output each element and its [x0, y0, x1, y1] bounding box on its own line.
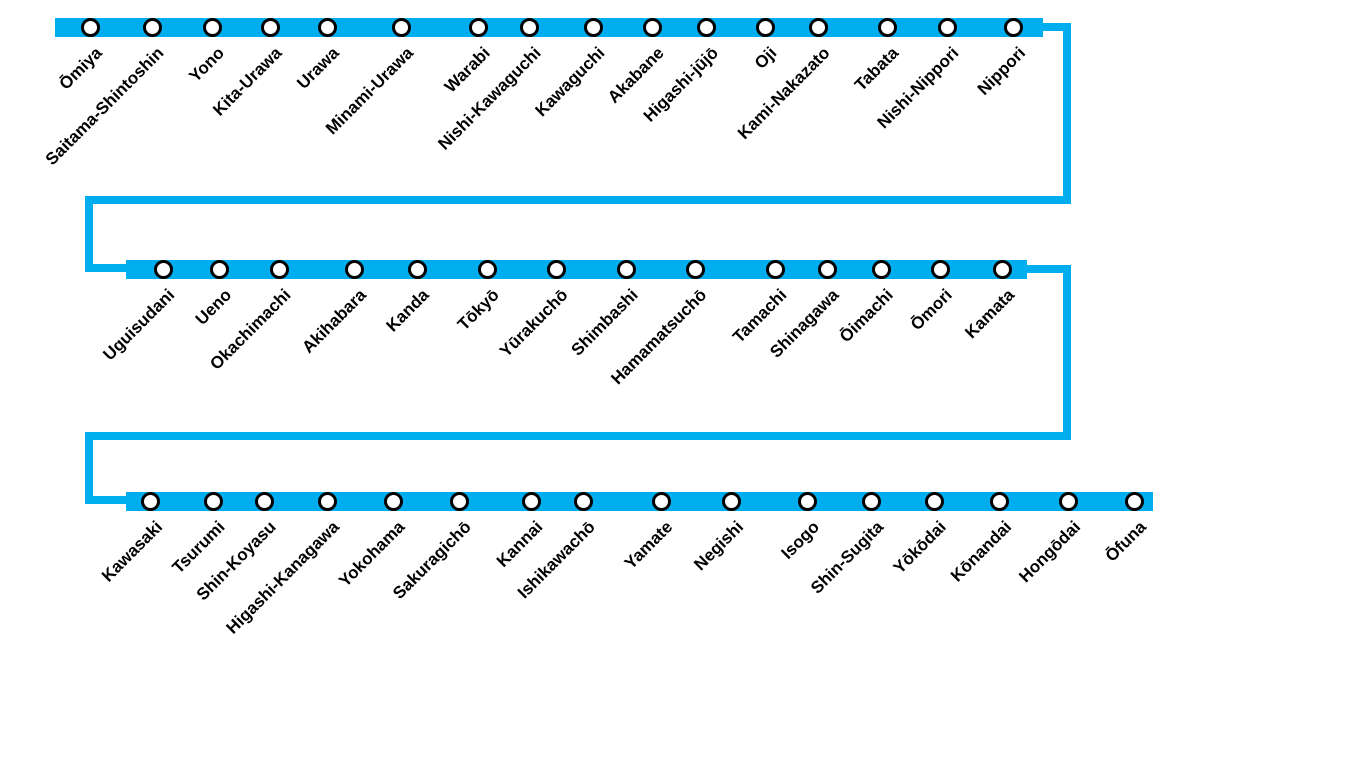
station-dot-tamachi [765, 259, 785, 279]
station-dot-kami-nakazato [808, 17, 828, 37]
station-dot-kannai [521, 491, 541, 511]
connector-1-segment-3 [85, 196, 1071, 204]
connector-1-segment-2 [1063, 23, 1071, 204]
connector-2-segment-1 [1021, 265, 1071, 273]
station-label-hongodai: Hongōdai [1014, 517, 1084, 587]
station-dot-tabata [877, 17, 897, 37]
station-dot-shinagawa [817, 259, 837, 279]
station-label-yono: Yono [185, 43, 228, 86]
station-label-yokohama: Yokohama [335, 517, 409, 591]
line-bar-row-1 [55, 18, 1043, 37]
station-label-negishi: Negishi [689, 517, 747, 575]
station-dot-nishi-nippori [937, 17, 957, 37]
station-dot-shimbashi [616, 259, 636, 279]
station-dot-shin-sugita [861, 491, 881, 511]
station-dot-ishikawacho [573, 491, 593, 511]
station-dot-warabi [468, 17, 488, 37]
station-label-ofuna: Ōfuna [1101, 517, 1150, 566]
station-dot-higashi-kanagawa [317, 491, 337, 511]
connector-2-segment-4 [85, 432, 93, 504]
station-label-tabata: Tabata [851, 43, 903, 95]
station-dot-isogo [797, 491, 817, 511]
station-dot-omori [930, 259, 950, 279]
station-label-yurakucho: Yūrakuchō [496, 285, 572, 361]
station-label-omori: Ōmori [906, 285, 956, 335]
station-dot-uguisudani [153, 259, 173, 279]
line-bar-row-3 [126, 492, 1153, 511]
station-dot-urawa [317, 17, 337, 37]
station-label-omiya: Ōmiya [55, 43, 106, 94]
station-label-kawasaki: Kawasaki [97, 517, 166, 586]
station-dot-saitama-shintoshin [142, 17, 162, 37]
station-label-yokodai: Yōkōdai [889, 517, 950, 578]
station-dot-tsurumi [203, 491, 223, 511]
station-dot-oji [755, 17, 775, 37]
station-dot-omiya [80, 17, 100, 37]
station-dot-sakuragicho [449, 491, 469, 511]
station-dot-okachimachi [269, 259, 289, 279]
station-label-oji: Oji [751, 43, 781, 73]
station-dot-minami-urawa [391, 17, 411, 37]
station-dot-kanda [407, 259, 427, 279]
station-dot-hongodai [1058, 491, 1078, 511]
station-dot-akabane [642, 17, 662, 37]
station-dot-yamate [651, 491, 671, 511]
station-dot-yono [202, 17, 222, 37]
station-label-kanda: Kanda [382, 285, 433, 336]
station-label-urawa: Urawa [293, 43, 343, 93]
station-dot-higashi-jujo [696, 17, 716, 37]
station-dot-yurakucho [546, 259, 566, 279]
station-label-higashi-kanagawa: Higashi-Kanagawa [222, 517, 343, 638]
station-dot-nishi-kawaguchi [519, 17, 539, 37]
station-label-uguisudani: Uguisudani [99, 285, 179, 365]
station-dot-kamata [992, 259, 1012, 279]
station-dot-tokyo [477, 259, 497, 279]
station-dot-ofuna [1124, 491, 1144, 511]
connector-2-segment-5 [85, 496, 134, 504]
station-label-nippori: Nippori [973, 43, 1029, 99]
station-label-oimachi: Ōimachi [835, 285, 897, 347]
station-label-tokyo: Tōkyō [453, 285, 503, 335]
station-label-yamate: Yamate [621, 517, 677, 573]
connector-1-segment-4 [85, 196, 93, 272]
station-label-kamata: Kamata [960, 285, 1018, 343]
line-bar-row-2 [126, 260, 1027, 279]
station-dot-hamamatsucho [685, 259, 705, 279]
station-dot-nippori [1003, 17, 1023, 37]
station-label-isogo: Isogo [777, 517, 823, 563]
station-dot-negishi [721, 491, 741, 511]
station-dot-akihabara [344, 259, 364, 279]
station-dot-shin-koyasu [254, 491, 274, 511]
station-dot-yokodai [924, 491, 944, 511]
station-dot-konandai [989, 491, 1009, 511]
station-label-saitama-shintoshin: Saitama-Shintoshin [42, 43, 168, 169]
station-dot-kawaguchi [583, 17, 603, 37]
station-dot-ueno [209, 259, 229, 279]
station-label-konandai: Kōnandai [946, 517, 1015, 586]
station-label-kannai: Kannai [493, 517, 547, 571]
station-dot-oimachi [871, 259, 891, 279]
station-dot-kawasaki [140, 491, 160, 511]
connector-2-segment-2 [1063, 265, 1071, 440]
station-label-shimbashi: Shimbashi [567, 285, 642, 360]
connector-1-segment-5 [85, 264, 134, 272]
station-label-akihabara: Akihabara [298, 285, 370, 357]
connector-2-segment-3 [85, 432, 1071, 440]
station-label-ueno: Ueno [191, 285, 235, 329]
connector-1-segment-1 [1037, 23, 1071, 31]
station-dot-kita-urawa [260, 17, 280, 37]
station-dot-yokohama [383, 491, 403, 511]
